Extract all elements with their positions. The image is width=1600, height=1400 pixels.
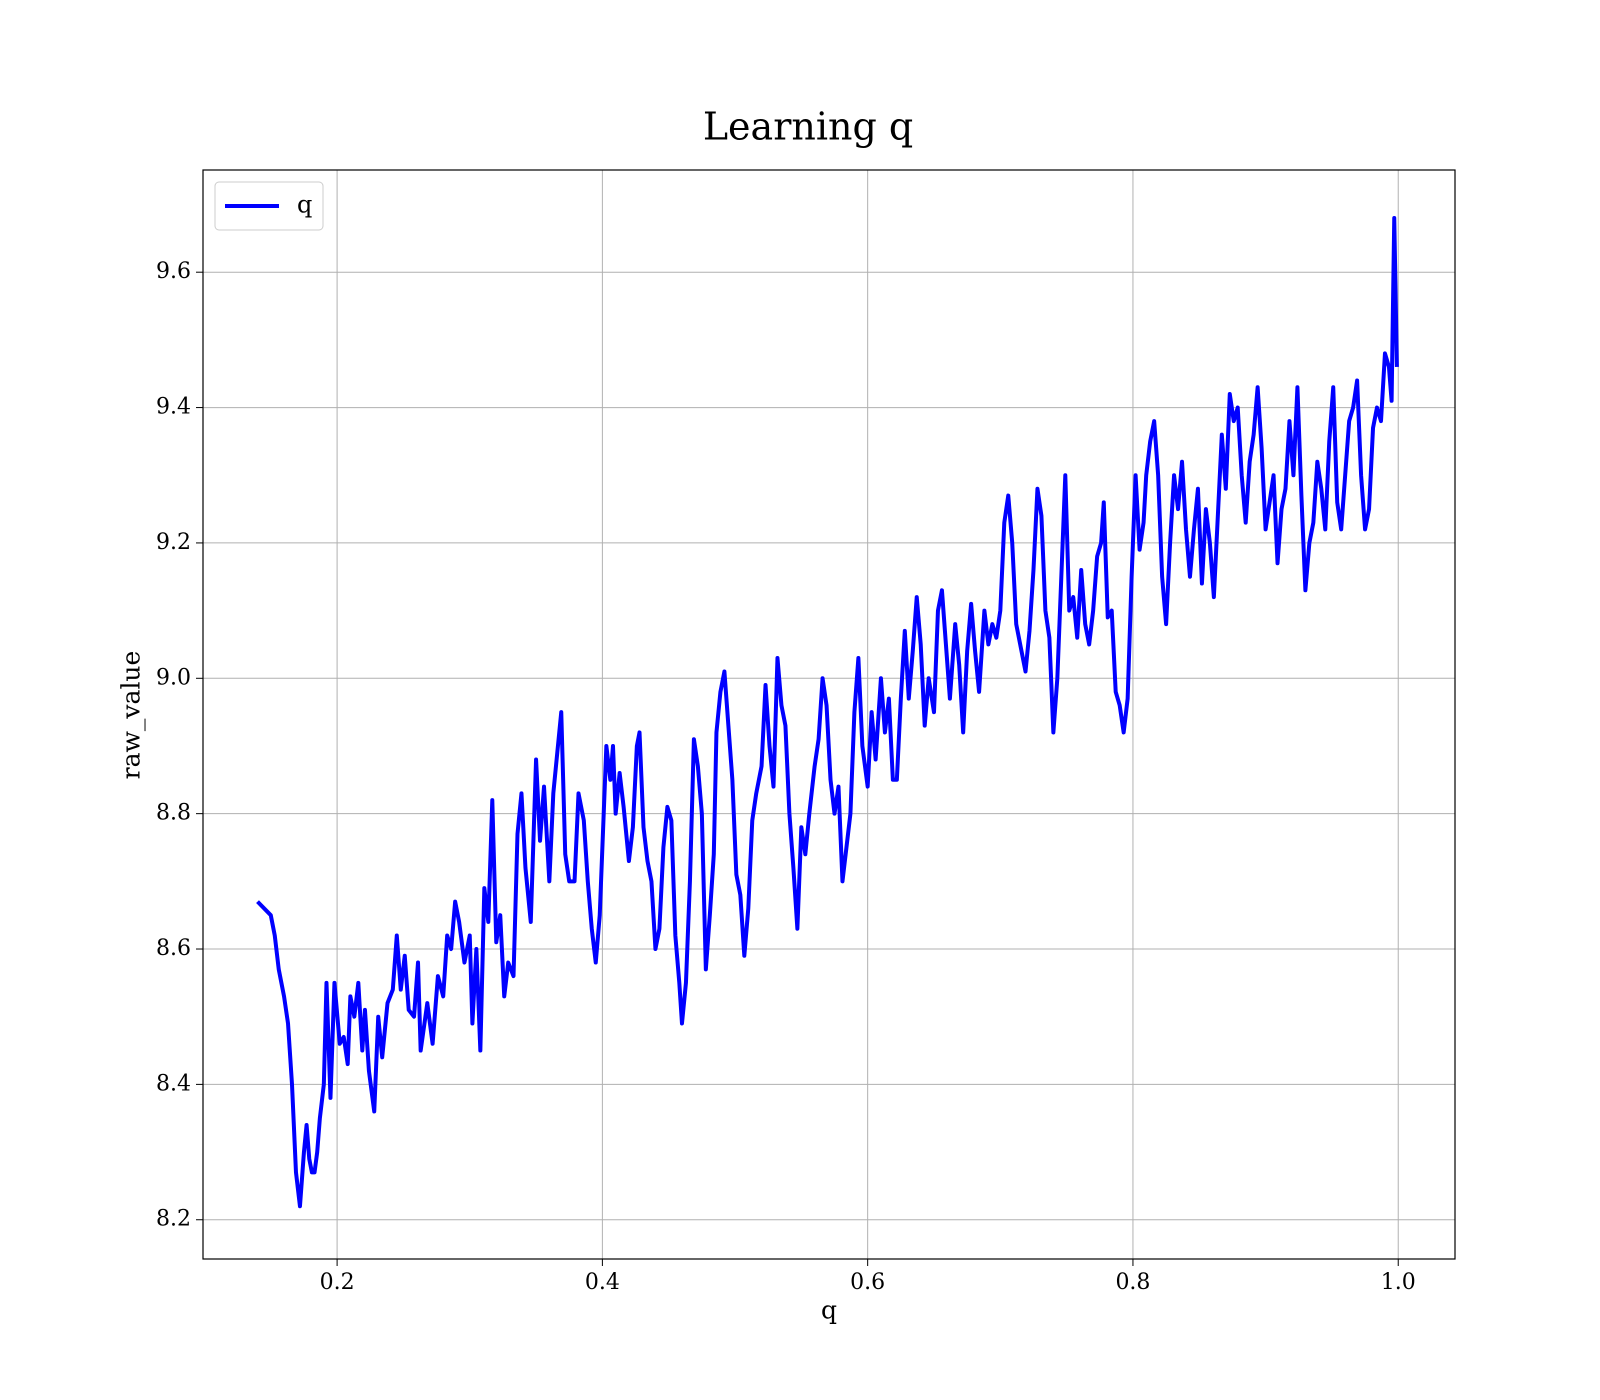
x-axis-label: q: [821, 1296, 837, 1325]
line-series: [256, 216, 1399, 1209]
y-tick-label: 8.2: [156, 1207, 191, 1232]
x-tick-label: 0.2: [320, 1270, 355, 1295]
plot-frame: [202, 169, 1456, 1260]
chart-title: Learning q: [703, 105, 913, 149]
y-tick-label: 9.6: [156, 259, 191, 284]
y-tick-label: 8.8: [156, 801, 191, 826]
legend: q: [214, 181, 324, 231]
x-tick-label: 0.4: [585, 1270, 620, 1295]
y-tick-label: 9.4: [156, 395, 191, 420]
y-tick-label: 9.2: [156, 530, 191, 555]
y-tick-label: 8.4: [156, 1071, 191, 1096]
x-tick-label: 0.8: [1115, 1270, 1150, 1295]
y-axis-label: raw_value: [117, 651, 146, 780]
x-tick-label: 1.0: [1381, 1270, 1416, 1295]
x-tick-label: 0.6: [850, 1270, 885, 1295]
y-tick-label: 8.6: [156, 936, 191, 961]
y-tick-label: 9.0: [156, 665, 191, 690]
legend-label: q: [297, 191, 312, 219]
